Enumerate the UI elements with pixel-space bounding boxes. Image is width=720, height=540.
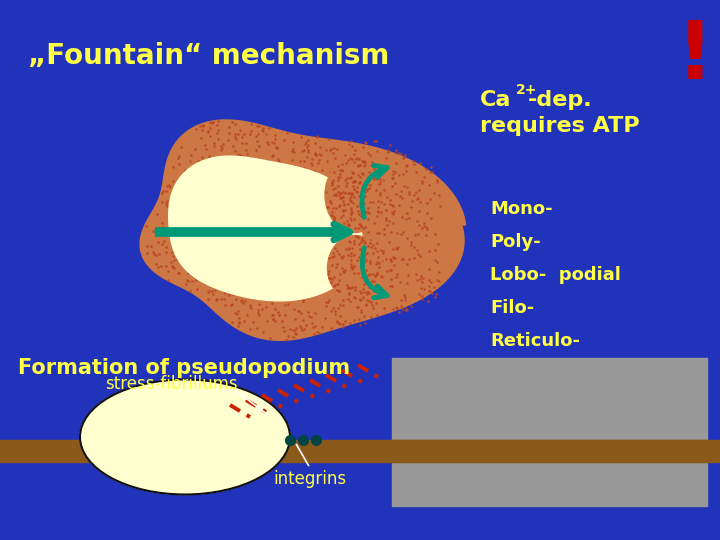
- Polygon shape: [168, 156, 366, 301]
- Text: Lobo-  podial: Lobo- podial: [490, 266, 621, 284]
- Text: Poly-: Poly-: [490, 233, 541, 251]
- Bar: [0, 440, 720, 462]
- Text: integrins: integrins: [274, 470, 346, 488]
- Text: Filo-: Filo-: [490, 299, 534, 317]
- Text: Formation of pseudopodium: Formation of pseudopodium: [18, 358, 350, 378]
- Text: Ca: Ca: [480, 90, 511, 110]
- Text: Mono-: Mono-: [490, 200, 553, 218]
- Ellipse shape: [325, 158, 385, 233]
- Text: -dep.: -dep.: [528, 90, 593, 110]
- Polygon shape: [140, 120, 466, 340]
- Bar: [392, 440, 707, 462]
- FancyArrowPatch shape: [362, 248, 387, 298]
- Text: „Fountain“ mechanism: „Fountain“ mechanism: [28, 42, 390, 70]
- Text: 2+: 2+: [516, 83, 537, 97]
- FancyArrowPatch shape: [362, 166, 387, 217]
- Bar: [392, 358, 707, 506]
- Text: !: !: [677, 18, 714, 96]
- Ellipse shape: [80, 380, 290, 495]
- Ellipse shape: [328, 235, 382, 300]
- Text: stress-fibrillums: stress-fibrillums: [105, 375, 238, 393]
- Text: requires ATP: requires ATP: [480, 116, 639, 136]
- Text: Reticulo-: Reticulo-: [490, 332, 580, 350]
